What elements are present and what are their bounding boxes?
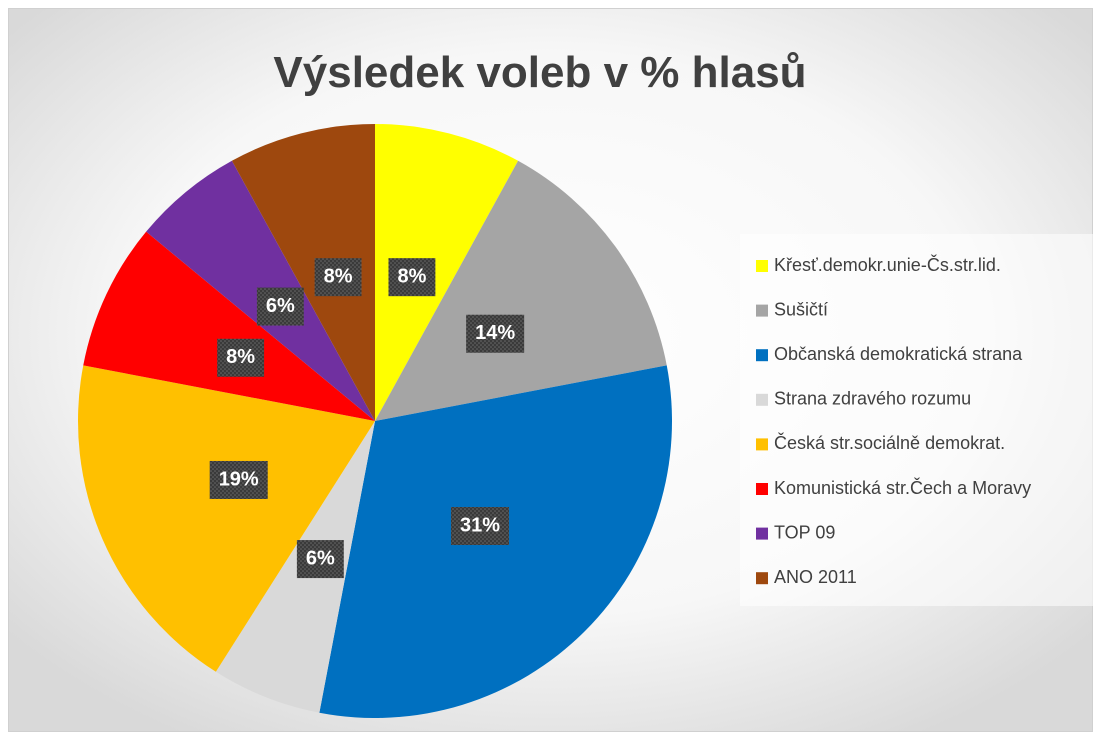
value-label: 8% xyxy=(226,346,255,368)
value-label: 19% xyxy=(219,468,259,490)
value-label-box xyxy=(217,338,265,377)
value-label-box xyxy=(450,507,510,546)
pie-slice xyxy=(375,124,519,421)
legend-swatch xyxy=(756,438,768,451)
value-label-box xyxy=(209,460,268,499)
legend-swatch xyxy=(756,393,768,406)
legend-text: Česká str.sociálně demokrat. xyxy=(774,432,1005,453)
legend-text: Křesť.demokr.unie-Čs.str.lid. xyxy=(774,254,1001,275)
legend xyxy=(740,234,1096,606)
value-label: 31% xyxy=(460,514,500,536)
chart-title: Výsledek voleb v % hlasů xyxy=(273,48,806,97)
legend-items: Křesť.demokr.unie-Čs.str.lid. Sušičtí Obča… xyxy=(756,254,1031,587)
value-label: 14% xyxy=(475,322,515,344)
legend-swatch xyxy=(756,304,768,317)
pie xyxy=(78,124,672,719)
legend-text: Občanská demokratická strana xyxy=(774,344,1023,364)
legend-swatch xyxy=(756,483,768,495)
legend-swatch xyxy=(756,260,768,272)
pie-slice xyxy=(375,160,667,421)
legend-swatch xyxy=(756,572,768,585)
value-label-box xyxy=(466,314,525,353)
legend-text: Strana zdravého rozumu xyxy=(774,389,971,409)
pie-slice xyxy=(231,124,375,421)
value-label: 8% xyxy=(324,265,353,287)
value-label-box xyxy=(256,287,304,326)
value-label-box xyxy=(296,540,344,579)
value-label-box xyxy=(388,258,436,297)
legend-swatch xyxy=(756,349,768,362)
legend-text: TOP 09 xyxy=(774,522,835,542)
legend-text: ANO 2011 xyxy=(774,567,857,587)
value-label: 6% xyxy=(266,295,295,317)
pie-slice xyxy=(215,421,375,713)
pie-slice xyxy=(83,231,376,421)
legend-text: Sušičtí xyxy=(774,299,828,319)
legend-swatch xyxy=(756,527,768,540)
value-label: 6% xyxy=(306,547,335,569)
pie-slice xyxy=(78,365,376,672)
value-label: 8% xyxy=(397,265,426,287)
value-labels: 8% 14% 31% 6% 19% 8% 6% 8% xyxy=(209,258,525,579)
value-label-box xyxy=(314,258,362,297)
legend-text: Komunistická str.Čech a Moravy xyxy=(774,477,1031,498)
